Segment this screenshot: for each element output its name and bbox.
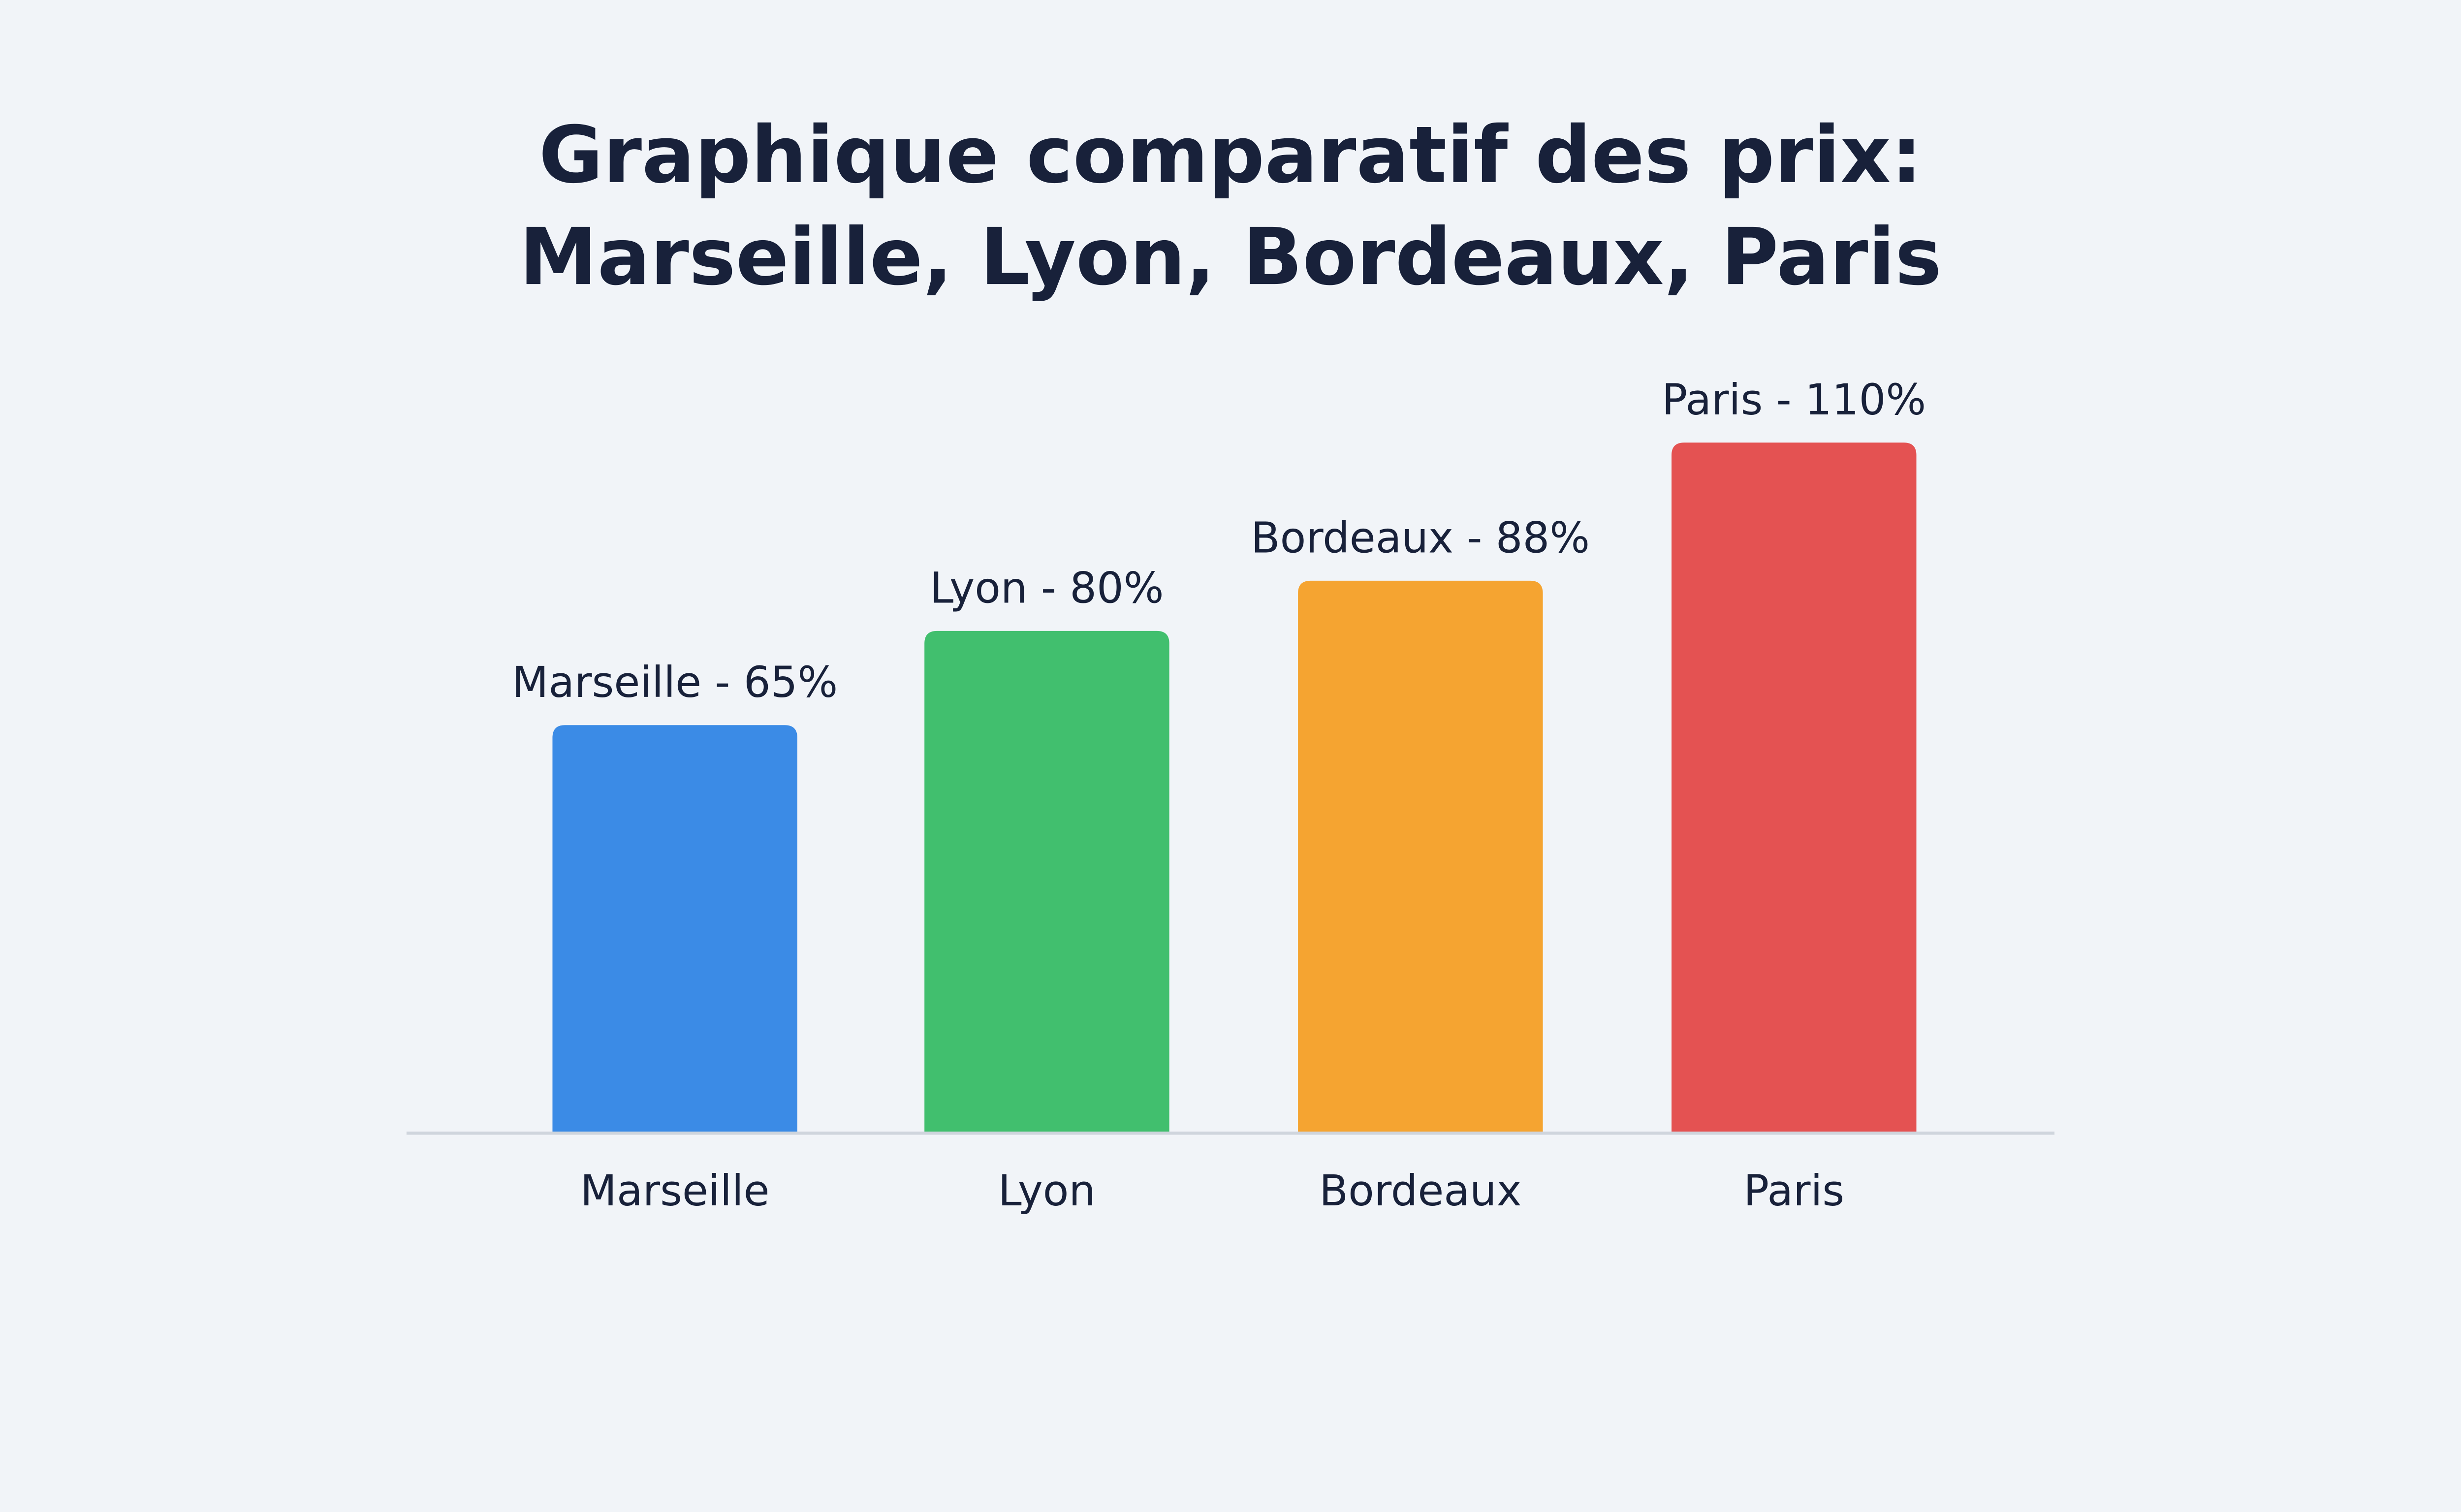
chart-title-line-1: Graphique comparatif des prix: — [539, 109, 1923, 201]
bar-lyon — [924, 630, 1169, 1134]
data-label: Lyon - 80% — [930, 564, 1164, 613]
x-tick-label: Lyon — [998, 1166, 1096, 1216]
data-label: Paris - 110% — [1662, 376, 1926, 425]
x-tick-label: Marseille — [580, 1166, 770, 1216]
chart-title-line-2: Marseille, Lyon, Bordeaux, Paris — [519, 211, 1942, 303]
data-label: Marseille - 65% — [512, 658, 838, 707]
bar-paris — [1672, 442, 1917, 1134]
data-label: Bordeaux - 88% — [1251, 513, 1590, 563]
bar-chart: Graphique comparatif des prix: Marseille… — [0, 0, 2461, 1342]
bar-bordeaux — [1298, 580, 1543, 1134]
bars-group: Marseille - 65% Marseille Lyon - 80% Lyon Bo… — [512, 376, 1926, 1216]
x-tick-label: Paris — [1743, 1166, 1844, 1216]
chart-background — [0, 0, 2461, 1342]
x-tick-label: Bordeaux — [1319, 1166, 1521, 1216]
bar-marseille — [552, 725, 797, 1134]
